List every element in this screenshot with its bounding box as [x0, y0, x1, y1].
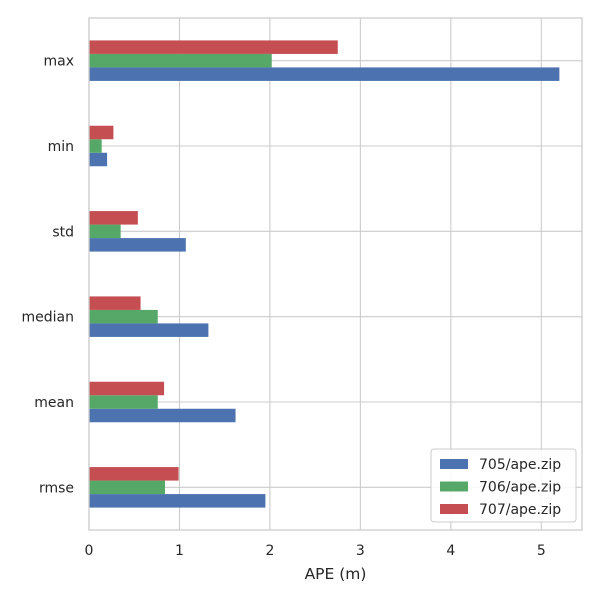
plot-frame — [88, 17, 583, 531]
legend-swatch — [440, 504, 468, 514]
axes-frame — [88, 17, 583, 531]
bars — [89, 40, 560, 508]
y-tick-label-min: min — [48, 139, 74, 155]
bar-706-ape-zip-rmse — [89, 480, 165, 495]
y-tick-label-median: median — [22, 310, 74, 326]
bar-705-ape-zip-mean — [89, 408, 236, 423]
bar-706-ape-zip-max — [89, 53, 272, 68]
y-tick-label-mean: mean — [34, 395, 74, 411]
tick-labels: 0 1 2 3 4 5 rmse mean median std min max — [22, 54, 546, 559]
legend-label: 706/ape.zip — [479, 480, 561, 496]
bar-707-ape-zip-median — [89, 296, 141, 310]
bar-705-ape-zip-max — [89, 67, 560, 81]
x-tick-label: 1 — [175, 543, 184, 559]
bar-707-ape-zip-mean — [89, 381, 165, 396]
bar-706-ape-zip-mean — [89, 395, 158, 409]
bar-705-ape-zip-std — [89, 238, 186, 252]
bar-706-ape-zip-min — [89, 139, 102, 153]
x-tick-label: 0 — [85, 543, 94, 559]
x-axis-label: APE (m) — [305, 565, 367, 583]
legend: 705/ape.zip 706/ape.zip 707/ape.zip — [430, 448, 577, 523]
x-tick-label: 4 — [446, 543, 455, 559]
legend-swatch — [440, 481, 468, 492]
x-tick-label: 2 — [265, 543, 274, 559]
y-tick-label-rmse: rmse — [39, 480, 74, 496]
x-tick-label: 5 — [537, 543, 546, 559]
legend-label: 705/ape.zip — [479, 457, 561, 473]
bar-705-ape-zip-rmse — [89, 494, 266, 508]
bar-707-ape-zip-min — [89, 125, 114, 140]
y-tick-label-max: max — [43, 54, 74, 70]
y-tick-label-std: std — [52, 224, 74, 240]
bar-707-ape-zip-max — [89, 40, 338, 54]
bar-707-ape-zip-std — [89, 211, 138, 225]
bar-707-ape-zip-rmse — [89, 467, 179, 481]
x-tick-label: 3 — [356, 543, 365, 559]
bar-705-ape-zip-min — [89, 152, 108, 167]
grid-lines — [88, 18, 582, 530]
bar-706-ape-zip-median — [89, 309, 158, 324]
bar-706-ape-zip-std — [89, 224, 121, 239]
legend-label: 707/ape.zip — [479, 502, 561, 518]
bar-705-ape-zip-median — [89, 323, 209, 337]
legend-swatch — [440, 459, 468, 469]
